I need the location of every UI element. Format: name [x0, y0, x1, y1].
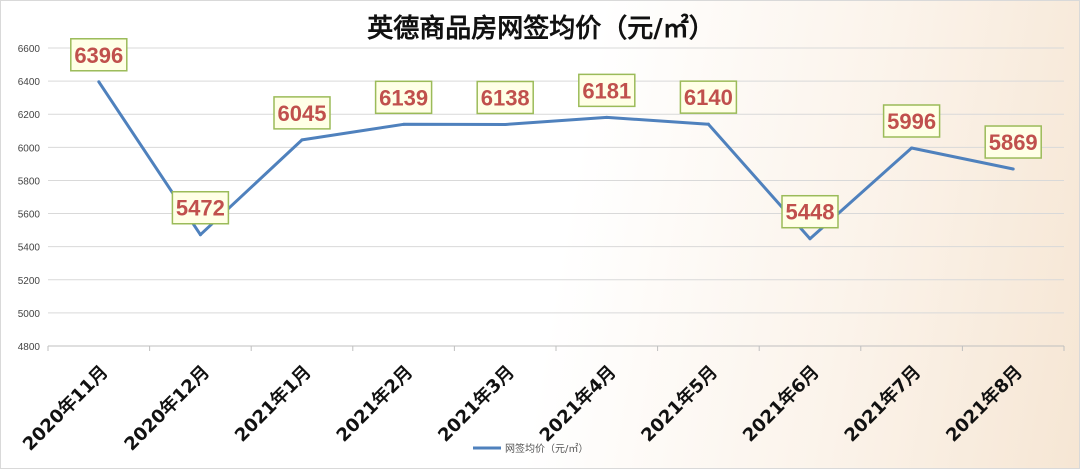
- y-tick-label: 6600: [18, 44, 41, 55]
- data-label-box: [984, 125, 1042, 159]
- x-tick-label: 2021年4月: [535, 361, 620, 446]
- y-tick-label: 5600: [18, 210, 41, 221]
- data-point: [808, 237, 812, 241]
- data-label-text: 6045: [278, 101, 327, 126]
- y-tick-label: 5000: [18, 309, 41, 320]
- data-label-box: [273, 96, 331, 130]
- data-label-text: 6138: [481, 85, 530, 110]
- data-label-box: [679, 80, 738, 114]
- data-label-text: 5472: [176, 196, 225, 221]
- y-tick-label: 6400: [18, 77, 41, 88]
- y-tick-label: 4800: [18, 342, 41, 353]
- series-line: [97, 80, 1014, 241]
- gridlines: [47, 47, 1065, 351]
- y-tick-label: 5200: [18, 276, 41, 287]
- y-tick-label: 6200: [18, 110, 41, 121]
- data-label: 5869: [984, 125, 1042, 159]
- data-label-box: [70, 38, 128, 72]
- data-point: [605, 115, 609, 119]
- data-point: [402, 122, 406, 126]
- x-tick-label: 2021年7月: [840, 361, 925, 446]
- data-label-box: [578, 73, 636, 108]
- data-label-box: [476, 80, 534, 115]
- x-tick-label: 2021年8月: [941, 361, 1026, 446]
- x-tick-label: 2021年5月: [637, 361, 722, 446]
- y-tick-label: 5400: [18, 243, 41, 254]
- data-label-box: [882, 104, 941, 138]
- y-tick-label: 6000: [18, 143, 41, 154]
- legend: 网签均价（元/㎡）: [473, 442, 588, 455]
- data-label-text: 5996: [887, 109, 936, 134]
- x-tick-label: 2021年1月: [230, 361, 315, 446]
- data-label: 6045: [273, 96, 331, 130]
- data-label: 6181: [578, 73, 636, 108]
- data-label: 6139: [374, 80, 433, 115]
- data-label: 6140: [679, 80, 738, 114]
- series-layer: [97, 80, 1015, 241]
- data-point: [198, 233, 202, 237]
- data-label: 6138: [476, 80, 534, 115]
- data-label: 5448: [781, 194, 839, 229]
- data-label: 5996: [882, 104, 941, 138]
- y-tick-label: 5800: [18, 176, 41, 187]
- x-tick-label: 2020年11月: [18, 361, 112, 455]
- data-label-box: [781, 194, 839, 229]
- data-point: [1011, 167, 1015, 171]
- x-tick-label: 2021年2月: [332, 361, 417, 446]
- x-tick-label: 2020年12月: [120, 361, 214, 455]
- data-label-box: [171, 190, 230, 225]
- data-point: [97, 80, 101, 84]
- data-label-box: [374, 80, 433, 115]
- data-point: [706, 122, 710, 126]
- chart-title: 英德商品房网签均价（元/㎡）: [367, 13, 715, 44]
- legend-label: 网签均价（元/㎡）: [505, 442, 588, 455]
- data-label: 5472: [171, 190, 230, 225]
- data-point: [300, 138, 304, 142]
- data-label-text: 6140: [684, 85, 733, 110]
- data-point: [910, 146, 914, 150]
- y-axis-ticks: 4800 5000 5200 5400 5600 5800 6000 6200 6400 6600: [18, 44, 41, 353]
- data-label-text: 6396: [74, 43, 123, 68]
- x-tick-label: 2021年3月: [433, 361, 518, 446]
- data-label-text: 6139: [379, 85, 428, 110]
- x-tick-label: 2021年6月: [738, 361, 823, 446]
- data-label-text: 5869: [989, 130, 1038, 155]
- data-point: [503, 122, 507, 126]
- x-axis-ticks: 2020年11月 2020年12月 2021年1月 2021年2月 2021年3月 202…: [18, 361, 1027, 455]
- data-label: 6396: [70, 38, 128, 72]
- data-label-text: 6181: [582, 78, 631, 103]
- data-labels: 6396 5472 6045 6139 6138 6181 6140 5448 5996 5869: [70, 38, 1042, 229]
- data-label-text: 5448: [786, 200, 835, 225]
